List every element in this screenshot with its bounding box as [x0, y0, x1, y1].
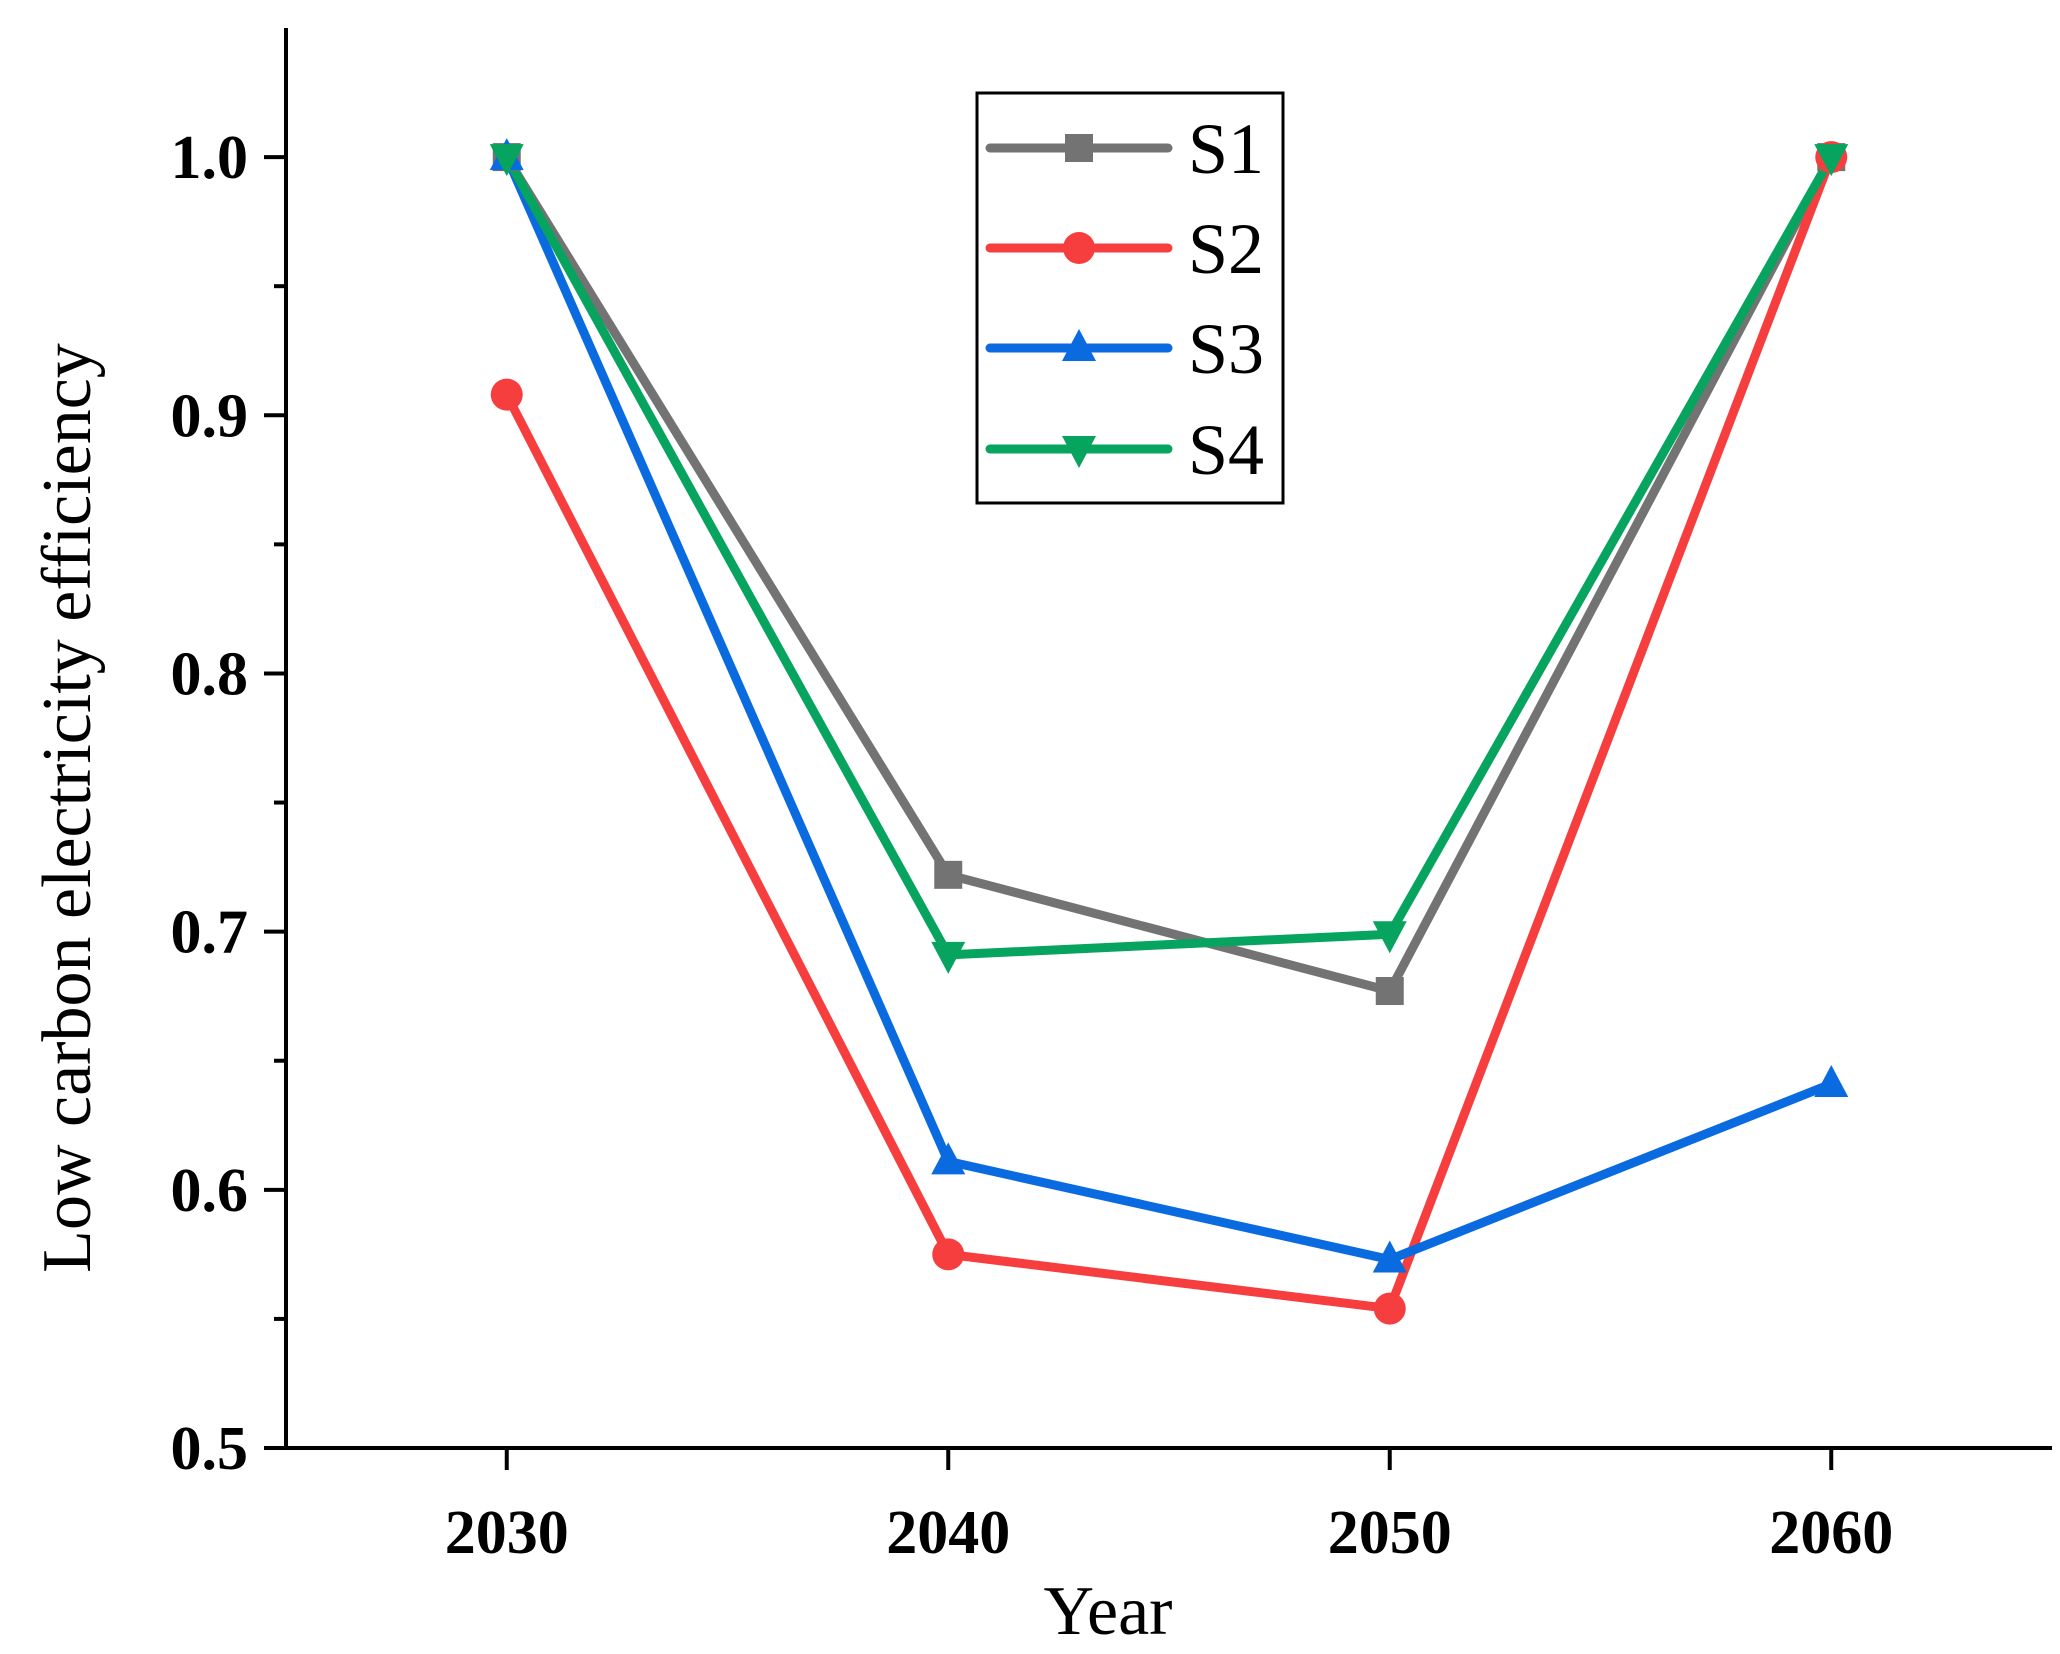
series-lines	[502, 152, 1836, 1314]
axes	[264, 28, 2052, 1470]
data-point-s1-2040	[934, 860, 963, 889]
y-tick-label: 0.9	[171, 382, 249, 450]
legend-label-s4: S4	[1188, 410, 1264, 490]
y-tick-label: 0.5	[171, 1415, 249, 1483]
data-point-s2-2050	[1373, 1292, 1406, 1325]
series-line-s4	[502, 152, 1836, 960]
data-point-s2-2030	[490, 378, 523, 411]
data-point-s4-2030	[489, 144, 524, 177]
legend-items: S1 S2 S3 S4	[985, 109, 1264, 490]
series-line-s1	[502, 152, 1836, 996]
data-point-s2-2040	[932, 1238, 965, 1271]
y-axis-title: Low carbon electricity efficiency	[29, 343, 106, 1273]
data-point-s3-2040	[931, 1142, 966, 1175]
legend-marker-s3	[1062, 329, 1096, 361]
data-point-s4-2040	[931, 941, 966, 974]
y-tick-label: 0.8	[171, 640, 249, 708]
tick-labels: 0.5 0.6 0.7 0.8 0.9 1.0 2030 2040 2050 2060	[171, 124, 1894, 1567]
x-tick-label: 2060	[1769, 1499, 1893, 1567]
legend-marker-s2	[1063, 232, 1095, 264]
data-point-s4-2060	[1814, 144, 1849, 177]
series-line-s2	[502, 152, 1836, 1314]
data-point-s3-2050	[1372, 1240, 1407, 1273]
x-tick-label: 2050	[1328, 1499, 1452, 1567]
legend-box	[975, 91, 1285, 505]
y-tick-label: 0.7	[171, 899, 249, 967]
data-point-s1-2050	[1375, 977, 1404, 1006]
y-tick-label: 0.6	[171, 1157, 249, 1225]
y-tick-label: 1.0	[171, 124, 249, 192]
legend: S1 S2 S3 S4	[975, 91, 1285, 505]
x-tick-label: 2030	[445, 1499, 569, 1567]
series-line-s3	[502, 152, 1836, 1265]
x-axis-title: Year	[1044, 1573, 1173, 1650]
legend-marker-s4	[1062, 436, 1096, 468]
x-tick-label: 2040	[886, 1499, 1010, 1567]
legend-label-s3: S3	[1188, 309, 1264, 389]
legend-label-s1: S1	[1188, 109, 1264, 189]
series-markers	[489, 138, 1849, 1325]
data-point-s4-2050	[1372, 921, 1407, 954]
legend-label-s2: S2	[1188, 209, 1264, 289]
data-point-s3-2060	[1814, 1064, 1849, 1097]
legend-marker-s1	[1065, 134, 1093, 162]
